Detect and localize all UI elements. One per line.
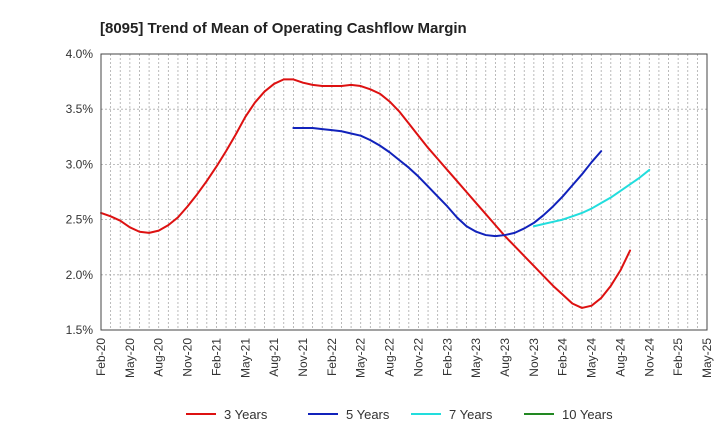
series-line-7-years [532, 168, 651, 228]
y-tick-label: 2.5% [66, 213, 94, 227]
legend-label-7-years: 7 Years [449, 407, 493, 422]
x-tick-label: Nov-24 [642, 338, 656, 377]
y-tick-label: 1.5% [66, 323, 94, 337]
x-tick-label: May-25 [700, 338, 714, 378]
x-axis-ticks: Feb-20 May-20 Aug-20 Nov-20 Feb-21 May-21 Aug-… [94, 338, 714, 378]
x-tick-label: May-20 [123, 338, 137, 378]
x-tick-label: Aug-20 [152, 338, 166, 377]
y-tick-label: 2.0% [66, 268, 94, 282]
x-tick-label: Feb-23 [440, 338, 454, 376]
grid-lines [101, 54, 707, 330]
x-tick-label: Nov-23 [527, 338, 541, 377]
x-tick-label: May-23 [469, 338, 483, 378]
x-tick-label: May-21 [238, 338, 252, 378]
x-tick-label: May-24 [585, 338, 599, 378]
plot-frame [100, 53, 708, 331]
legend-label-3-years: 3 Years [224, 407, 268, 422]
x-tick-label: May-22 [354, 338, 368, 378]
x-tick-label: Nov-22 [411, 338, 425, 377]
legend-label-10-years: 10 Years [562, 407, 613, 422]
x-tick-label: Aug-21 [267, 338, 281, 377]
x-tick-label: Aug-23 [498, 338, 512, 377]
series-line-3-years [100, 78, 632, 309]
x-tick-label: Feb-25 [671, 338, 685, 376]
x-tick-label: Feb-24 [556, 338, 570, 376]
y-tick-label: 3.5% [66, 102, 94, 116]
series-lines [100, 78, 651, 309]
x-tick-label: Nov-21 [296, 338, 310, 377]
y-tick-label: 3.0% [66, 157, 94, 171]
y-axis-ticks: 1.5% 2.0% 2.5% 3.0% 3.5% 4.0% [66, 47, 94, 337]
x-tick-label: Feb-21 [209, 338, 223, 376]
series-line-5-years [292, 126, 603, 238]
x-tick-label: Feb-22 [325, 338, 339, 376]
x-tick-label: Nov-20 [181, 338, 195, 377]
x-tick-label: Feb-20 [94, 338, 108, 376]
x-tick-label: Aug-22 [383, 338, 397, 377]
y-tick-label: 4.0% [66, 47, 94, 61]
x-tick-label: Aug-24 [613, 338, 627, 377]
legend-label-5-years: 5 Years [346, 407, 390, 422]
legend: 3 Years 5 Years 7 Years 10 Years [186, 407, 613, 422]
chart-title: [8095] Trend of Mean of Operating Cashfl… [100, 20, 467, 37]
